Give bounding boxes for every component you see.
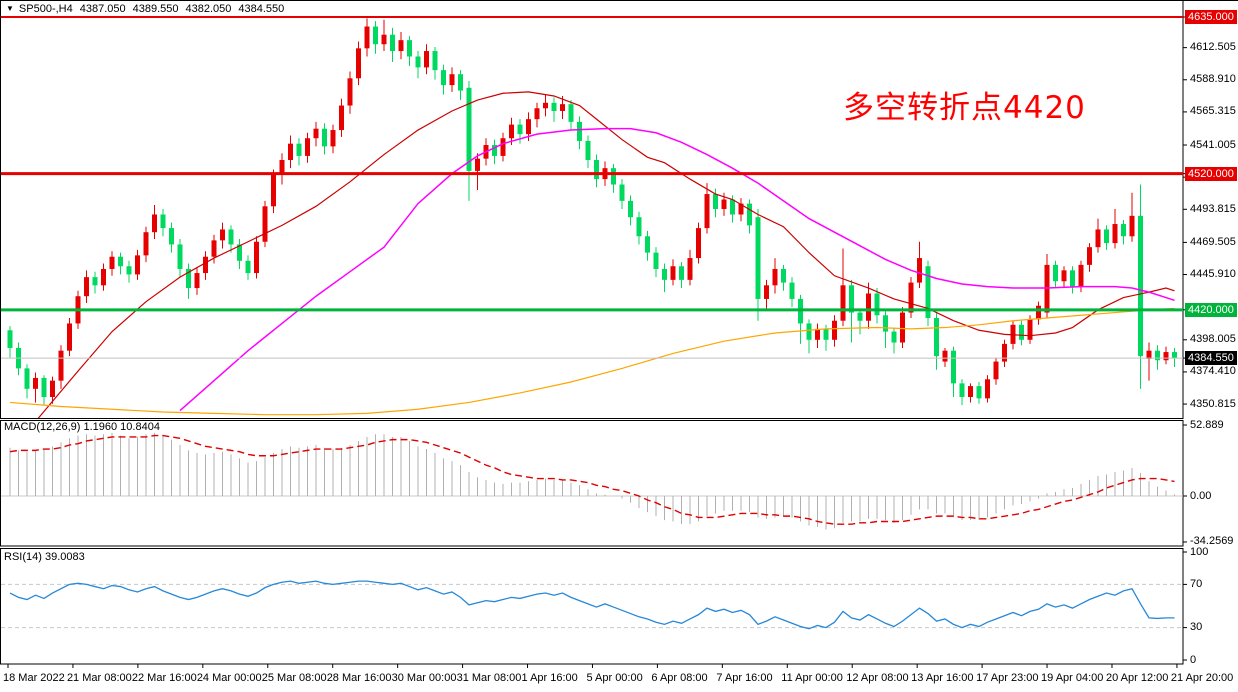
time-axis-label: 28 Mar 16:00 <box>326 672 392 684</box>
time-axis-label: 13 Apr 16:00 <box>911 672 974 684</box>
ma-fast-line <box>37 91 1175 418</box>
rsi-axis-label: 30 <box>1190 621 1203 634</box>
rsi-axis-label: 0 <box>1190 653 1197 666</box>
time-axis-label: 5 Apr 00:00 <box>586 672 643 684</box>
time-axis-label: 25 Mar 08:00 <box>261 672 327 684</box>
ohlc-high: 4389.550 <box>132 3 179 15</box>
macd-signal-line <box>9 434 1175 525</box>
annotation-text: 多空转折点4420 <box>843 90 1086 126</box>
ohlc-open: 4387.050 <box>79 3 126 15</box>
price-axis-badge: 4635.000 <box>1185 10 1237 24</box>
price-axis-label: 4612.505 <box>1190 41 1236 54</box>
price-axis-label: 4398.005 <box>1190 333 1236 346</box>
time-axis-label: 22 Mar 16:00 <box>131 672 197 684</box>
rsi-indicator-label: RSI(14) 39.0083 <box>4 551 85 563</box>
time-axis-label: 21 Apr 20:00 <box>1170 672 1234 684</box>
macd-axis-label: 0.00 <box>1190 489 1212 502</box>
candles-group <box>7 18 1177 406</box>
ma-mid-line <box>179 127 1175 412</box>
macd-indicator-label: MACD(12,26,9) 1.1960 10.8404 <box>4 421 160 433</box>
time-axis-label: 7 Apr 16:00 <box>716 672 773 684</box>
time-axis-label: 11 Apr 00:00 <box>781 672 843 684</box>
symbol-title-bar: ▼ SP500-,H4 4387.050 4389.550 4382.050 4384.5… <box>6 3 284 15</box>
ohlc-low: 4382.050 <box>185 3 232 15</box>
rsi-axis-label: 100 <box>1190 545 1209 558</box>
price-axis-badge: 4520.000 <box>1185 166 1237 181</box>
ma-slow-line <box>9 307 1175 416</box>
time-axis-label: 18 Mar 2022 <box>3 672 65 684</box>
symbol-dropdown-icon[interactable]: ▼ <box>6 4 14 13</box>
time-axis-label: 24 Mar 00:00 <box>196 672 262 684</box>
price-axis-badge: 4420.000 <box>1185 302 1237 317</box>
price-axis-label: 4374.410 <box>1190 365 1236 378</box>
ohlc-close: 4384.550 <box>238 3 285 15</box>
rsi-line <box>9 580 1175 630</box>
time-axis-label: 31 Mar 08:00 <box>456 672 522 684</box>
time-axis-label: 12 Apr 08:00 <box>846 672 909 684</box>
time-axis-label: 21 Mar 08:00 <box>66 672 132 684</box>
macd-axis-label: 52.889 <box>1190 418 1224 431</box>
price-axis-label: 4469.505 <box>1190 235 1236 248</box>
price-axis-label: 4588.910 <box>1190 73 1236 86</box>
time-axis-label: 19 Apr 04:00 <box>1041 672 1104 684</box>
macd-histogram <box>9 432 1175 530</box>
time-axis-label: 17 Apr 23:00 <box>976 672 1039 684</box>
time-axis-label: 20 Apr 12:00 <box>1105 672 1169 684</box>
symbol-label: SP500-,H4 <box>18 3 73 15</box>
time-axis-label: 1 Apr 16:00 <box>521 672 578 684</box>
rsi-axis-label: 70 <box>1190 577 1203 590</box>
price-axis-badge: 4384.550 <box>1185 351 1237 366</box>
time-axis-label: 6 Apr 08:00 <box>651 672 708 684</box>
price-axis-label: 4493.815 <box>1190 202 1236 215</box>
price-axis-label: 4541.005 <box>1190 138 1236 151</box>
price-axis-label: 4350.815 <box>1190 397 1236 410</box>
price-axis-label: 4565.315 <box>1190 105 1236 118</box>
rsi-panel-border <box>0 548 1184 665</box>
macd-panel-border <box>0 420 1184 547</box>
price-axis-label: 4445.910 <box>1190 268 1236 281</box>
macd-axis-label: -34.2569 <box>1190 535 1234 548</box>
time-axis-label: 30 Mar 00:00 <box>391 672 457 684</box>
